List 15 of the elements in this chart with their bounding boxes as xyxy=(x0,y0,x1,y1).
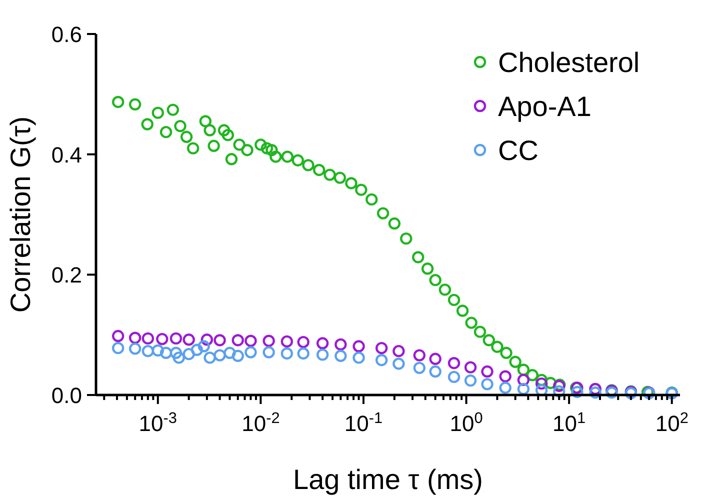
y-tick-label: 0.0 xyxy=(51,383,82,408)
x-tick-label: 10$^{-1}$ xyxy=(344,410,383,436)
legend-label: Cholesterol xyxy=(498,47,640,78)
y-tick-label: 0.6 xyxy=(51,22,82,47)
x-tick-label: 10$^{0}$ xyxy=(450,410,483,436)
x-tick-label: 10$^{1}$ xyxy=(552,410,586,436)
legend-label: CC xyxy=(498,135,538,166)
x-tick-label: 10$^{-3}$ xyxy=(138,410,177,436)
x-tick-label: 10$^{2}$ xyxy=(655,410,688,436)
x-tick-label: 10$^{-2}$ xyxy=(242,410,280,436)
y-tick-label: 0.4 xyxy=(51,142,82,168)
y-tick-label: 0.2 xyxy=(51,262,82,288)
legend-label: Apo-A1 xyxy=(498,91,592,122)
x-axis-title: Lag time τ (ms) xyxy=(293,464,483,495)
y-axis-title: Correlation G(τ) xyxy=(5,116,36,313)
